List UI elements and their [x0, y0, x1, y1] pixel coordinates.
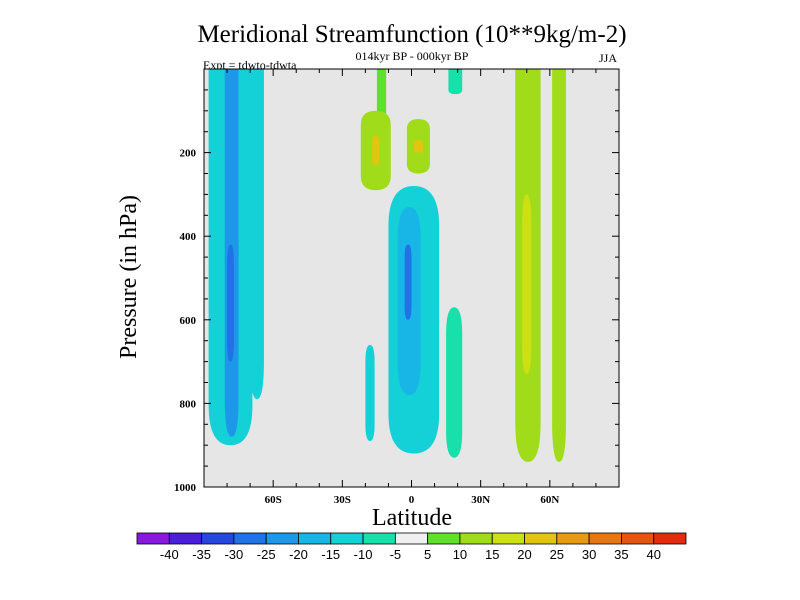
- x-tick-label: 60N: [540, 494, 559, 506]
- colorbar-swatch: [136, 532, 170, 545]
- season-label: JJA: [599, 51, 617, 65]
- chart-title: Meridional Streamfunction (10**9kg/m-2): [197, 21, 626, 48]
- colorbar-label: -30: [224, 547, 243, 562]
- colorbar-swatch: [168, 532, 202, 545]
- contour-region: [522, 194, 532, 375]
- contour-region: [446, 307, 463, 458]
- x-axis-label: Latitude: [372, 505, 452, 531]
- plot-area: 200 400 600 800 1000 60S 30S 0 30N 60N: [174, 68, 620, 506]
- colorbar-swatch: [265, 532, 299, 545]
- contour-region: [448, 69, 463, 95]
- contour-region: [250, 69, 264, 400]
- colorbar-swatch: [362, 532, 396, 545]
- y-tick-label: 200: [180, 148, 197, 160]
- y-tick-label: 400: [180, 231, 197, 243]
- colorbar-label: -25: [257, 547, 276, 562]
- colorbar-label: -15: [321, 547, 340, 562]
- colorbar-swatch: [524, 532, 558, 545]
- contour-region: [413, 140, 424, 153]
- contour-region: [227, 244, 234, 362]
- colorbar-swatch: [653, 532, 687, 545]
- x-tick-label: 0: [409, 494, 415, 506]
- y-axis-label: Pressure (in hPa): [116, 195, 142, 359]
- colorbar-label: 5: [424, 547, 431, 562]
- x-tick-label: 60S: [265, 494, 282, 506]
- colorbar-label: 30: [582, 547, 596, 562]
- colorbar-label: 40: [646, 547, 660, 562]
- colorbar: -40 -35 -30 -25 -20 -15 -10 -5 5 10 15 20 25 30 35 40: [136, 532, 687, 562]
- x-tick-label: 30N: [471, 494, 490, 506]
- colorbar-label: -10: [354, 547, 373, 562]
- contour-regions: [208, 69, 566, 462]
- colorbar-swatch: [621, 532, 655, 545]
- y-tick-label: 800: [180, 398, 197, 410]
- colorbar-swatch: [394, 532, 429, 545]
- colorbar-swatch: [588, 532, 622, 545]
- y-tick-label: 600: [180, 315, 197, 327]
- colorbar-swatch: [298, 532, 332, 545]
- colorbar-swatch: [427, 532, 461, 545]
- colorbar-swatch: [459, 532, 493, 545]
- colorbar-swatch: [556, 532, 590, 545]
- colorbar-label: -40: [160, 547, 179, 562]
- x-tick-label: 30S: [334, 494, 351, 506]
- colorbar-label: -35: [192, 547, 211, 562]
- colorbar-swatch: [201, 532, 235, 545]
- colorbar-label: -20: [289, 547, 308, 562]
- contour-region: [372, 135, 380, 166]
- colorbar-label: 15: [485, 547, 499, 562]
- colorbar-label: 20: [517, 547, 531, 562]
- x-axis-ticks: 60S 30S 0 30N 60N: [203, 69, 620, 506]
- colorbar-swatch: [491, 532, 525, 545]
- y-axis-ticks: 200 400 600 800 1000: [174, 68, 619, 494]
- colorbar-swatch: [233, 532, 267, 545]
- colorbar-label: -5: [390, 547, 402, 562]
- contour-region: [404, 244, 412, 320]
- chart-subtitle: 014kyr BP - 000kyr BP: [356, 49, 469, 63]
- colorbar-label: 35: [614, 547, 628, 562]
- colorbar-label: 10: [453, 547, 467, 562]
- y-tick-label: 1000: [174, 482, 197, 494]
- colorbar-label: 25: [550, 547, 564, 562]
- contour-region: [365, 344, 375, 442]
- contour-region: [552, 69, 566, 462]
- colorbar-swatch: [330, 532, 364, 545]
